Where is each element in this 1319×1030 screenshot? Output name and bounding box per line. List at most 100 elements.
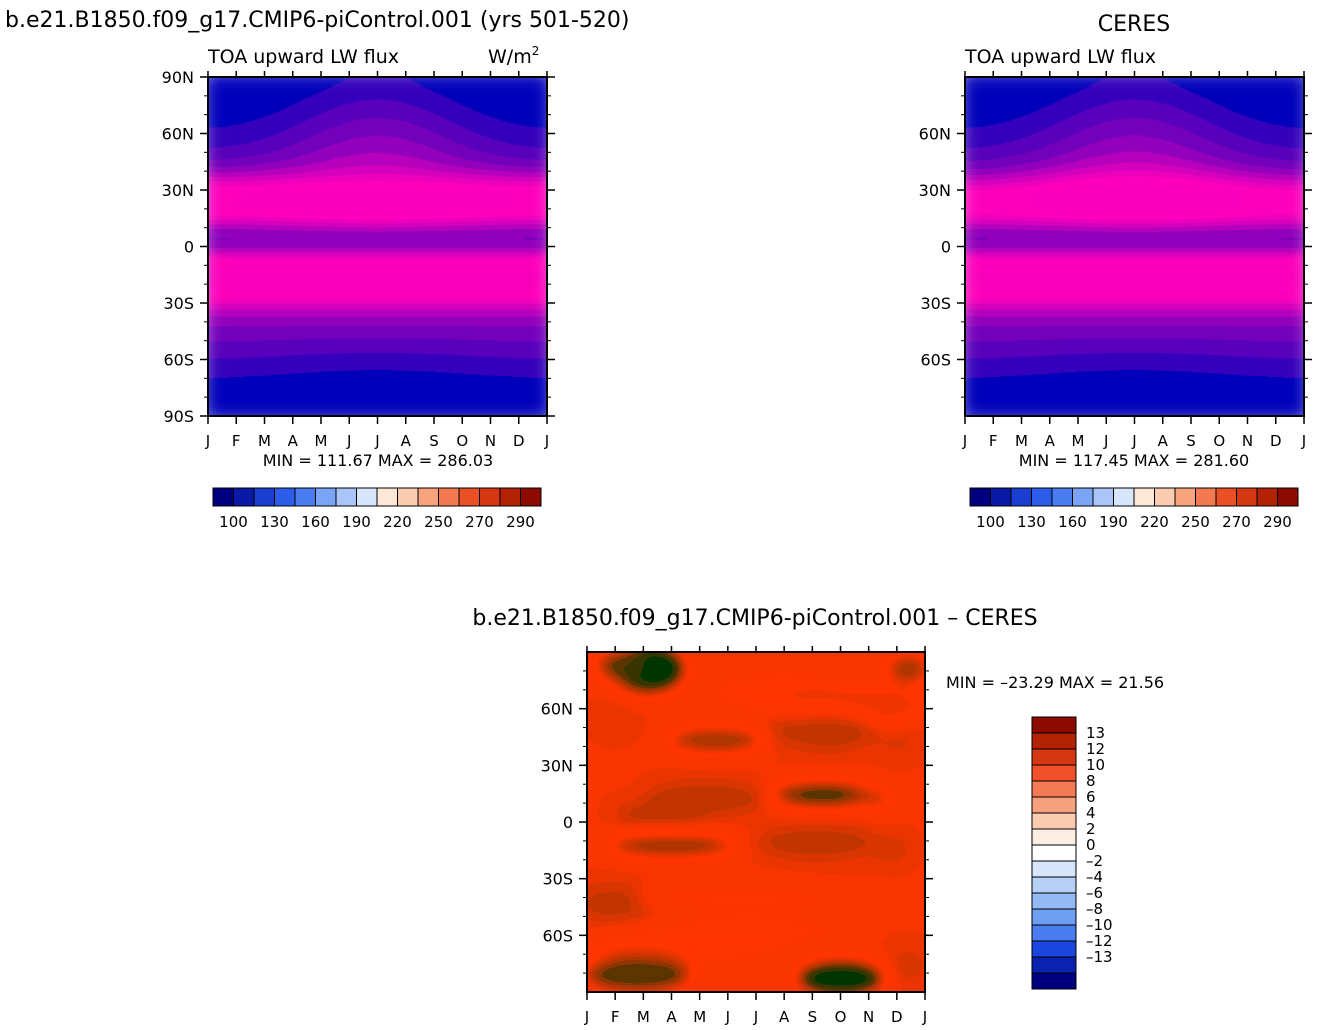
x-tick-label: J bbox=[1301, 432, 1306, 450]
panel-obs-stats: MIN = 117.45 MAX = 281.60 bbox=[1019, 451, 1249, 470]
colorbar-label: 160 bbox=[301, 513, 330, 531]
panel-diff-stats: MIN = –23.29 MAX = 21.56 bbox=[946, 673, 1164, 692]
colorbar-box bbox=[233, 487, 255, 507]
y-tick-label: 60N bbox=[919, 125, 951, 144]
colorbar-label: 270 bbox=[1222, 513, 1251, 531]
x-tick-label: A bbox=[288, 432, 299, 450]
x-tick-label: M bbox=[315, 432, 328, 450]
x-tick-label: J bbox=[753, 1008, 758, 1026]
x-tick-label: S bbox=[808, 1008, 818, 1026]
colorbar-box bbox=[1031, 956, 1077, 974]
colorbar-box bbox=[274, 487, 296, 507]
x-tick-label: A bbox=[401, 432, 412, 450]
x-tick-label: J bbox=[962, 432, 967, 450]
panel-model-stats: MIN = 111.67 MAX = 286.03 bbox=[263, 451, 493, 470]
colorbar-box bbox=[1031, 828, 1077, 846]
colorbar-box bbox=[315, 487, 337, 507]
x-tick-label: J bbox=[205, 432, 210, 450]
colorbar-label: 6 bbox=[1086, 788, 1096, 806]
colorbar-box bbox=[1031, 876, 1077, 894]
colorbar-box bbox=[1154, 487, 1176, 507]
colorbar-box bbox=[376, 487, 398, 507]
x-tick-label: A bbox=[1158, 432, 1169, 450]
colorbar-box bbox=[1051, 487, 1073, 507]
colorbar-label: 10 bbox=[1086, 756, 1105, 774]
colorbar-label: –4 bbox=[1086, 868, 1103, 886]
x-tick-label: D bbox=[1270, 432, 1282, 450]
x-tick-label: D bbox=[891, 1008, 903, 1026]
colorbar-box bbox=[1215, 487, 1237, 507]
colorbar-label: 190 bbox=[1099, 513, 1128, 531]
colorbar-box bbox=[335, 487, 357, 507]
y-tick-label: 0 bbox=[563, 813, 573, 832]
colorbar-label: 270 bbox=[465, 513, 494, 531]
x-tick-label: M bbox=[637, 1008, 650, 1026]
colorbar-label: –8 bbox=[1086, 900, 1103, 918]
x-tick-label: J bbox=[584, 1008, 589, 1026]
colorbar-box bbox=[1031, 780, 1077, 798]
colorbar-box bbox=[253, 487, 275, 507]
svg-text:W/m2: W/m2 bbox=[488, 44, 539, 68]
colorbar-box bbox=[1031, 908, 1077, 926]
colorbar-box bbox=[1031, 860, 1077, 878]
colorbar-box bbox=[1031, 940, 1077, 958]
x-tick-label: J bbox=[1103, 432, 1108, 450]
colorbar-box bbox=[1256, 487, 1278, 507]
colorbar-box bbox=[397, 487, 419, 507]
panel-model-units: W/m bbox=[488, 46, 532, 68]
colorbar-box bbox=[294, 487, 316, 507]
colorbar-box bbox=[969, 487, 991, 507]
colorbar-label: 250 bbox=[424, 513, 453, 531]
colorbar-box bbox=[212, 487, 234, 507]
colorbar-label: 220 bbox=[1140, 513, 1169, 531]
colorbar-box bbox=[1031, 812, 1077, 830]
y-tick-label: 90N bbox=[162, 68, 194, 87]
y-tick-label: 0 bbox=[941, 238, 951, 257]
y-tick-label: 30S bbox=[542, 870, 573, 889]
panel-obs: CERES TOA upward LW flux J F M A M J J A S O N D J60… bbox=[919, 12, 1312, 531]
colorbar-label: 0 bbox=[1086, 836, 1096, 854]
colorbar-label: 130 bbox=[1017, 513, 1046, 531]
colorbar-box bbox=[1174, 487, 1196, 507]
colorbar-label: 250 bbox=[1181, 513, 1210, 531]
y-tick-label: 60S bbox=[542, 926, 573, 945]
x-tick-label: J bbox=[544, 432, 549, 450]
colorbar-box bbox=[438, 487, 460, 507]
colorbar-box bbox=[1113, 487, 1135, 507]
colorbar-box bbox=[458, 487, 480, 507]
panel-model-title: b.e21.B1850.f09_g17.CMIP6-piControl.001 … bbox=[5, 8, 629, 33]
y-tick-label: 60S bbox=[163, 351, 194, 370]
x-tick-label: F bbox=[611, 1008, 620, 1026]
colorbar-box bbox=[1195, 487, 1217, 507]
colorbar-label: –2 bbox=[1086, 852, 1103, 870]
colorbar-label: –13 bbox=[1086, 948, 1113, 966]
y-tick-label: 60N bbox=[541, 700, 573, 719]
colorbar-label: 290 bbox=[1263, 513, 1292, 531]
y-tick-label: 30N bbox=[541, 756, 573, 775]
colorbar-box bbox=[1133, 487, 1155, 507]
colorbar-box bbox=[1031, 972, 1077, 990]
colorbar-label: 220 bbox=[383, 513, 412, 531]
colorbar-box bbox=[479, 487, 501, 507]
x-tick-label: O bbox=[835, 1008, 847, 1026]
colorbar-label: 130 bbox=[260, 513, 289, 531]
colorbar-label: –10 bbox=[1086, 916, 1113, 934]
colorbar-box bbox=[1031, 764, 1077, 782]
colorbar-box bbox=[417, 487, 439, 507]
colorbar-box bbox=[1031, 892, 1077, 910]
panel-diff-field bbox=[587, 652, 925, 992]
colorbar-box bbox=[1031, 732, 1077, 750]
colorbar-label: 100 bbox=[976, 513, 1005, 531]
colorbar-box bbox=[520, 487, 542, 507]
colorbar-box bbox=[1031, 844, 1077, 862]
x-tick-label: A bbox=[779, 1008, 790, 1026]
colorbar-label: 2 bbox=[1086, 820, 1096, 838]
y-tick-label: 30S bbox=[920, 294, 951, 313]
x-tick-label: J bbox=[922, 1008, 927, 1026]
x-tick-label: S bbox=[1186, 432, 1196, 450]
colorbar-label: 100 bbox=[219, 513, 248, 531]
x-tick-label: D bbox=[513, 432, 525, 450]
colorbar-box bbox=[1277, 487, 1299, 507]
x-tick-label: A bbox=[666, 1008, 677, 1026]
y-tick-label: 90S bbox=[163, 407, 194, 426]
